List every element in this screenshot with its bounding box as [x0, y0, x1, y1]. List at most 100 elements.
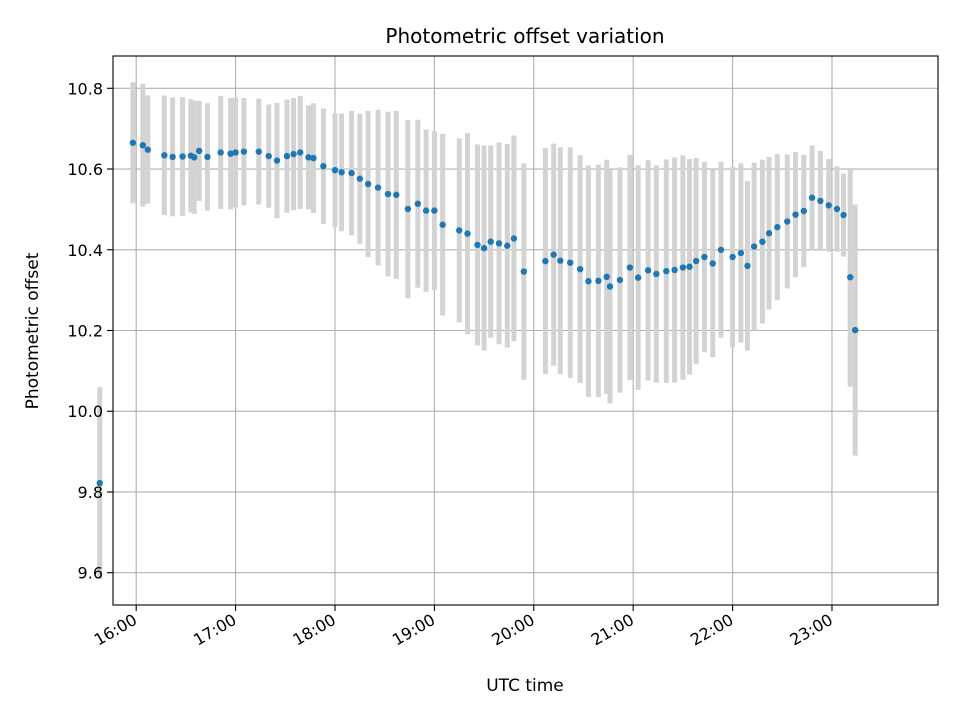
y-tick-label: 10.6	[67, 160, 103, 179]
data-point	[603, 273, 610, 281]
data-point	[774, 223, 781, 231]
data-point	[204, 153, 211, 161]
data-point	[585, 278, 592, 285]
x-axis-ticks: 16:00 17:00 18:00 19:00 20:00 21:00 22:00 23:00	[91, 605, 836, 650]
x-tick-label: 17:00	[190, 610, 239, 650]
data-point	[510, 235, 518, 242]
data-point	[393, 191, 400, 199]
data-point	[729, 253, 736, 261]
data-point	[701, 253, 708, 261]
data-point	[217, 149, 224, 156]
data-point	[422, 207, 430, 214]
data-point	[833, 205, 841, 213]
data-point	[456, 227, 463, 234]
data-point	[851, 326, 859, 334]
data-point	[686, 263, 693, 270]
chart-title: Photometric offset variation	[385, 24, 664, 48]
data-point	[606, 283, 614, 290]
data-point	[692, 257, 700, 265]
y-tick-label: 10.8	[67, 79, 103, 98]
data-point	[817, 197, 824, 205]
data-point	[384, 190, 392, 198]
data-point	[364, 180, 372, 188]
data-point	[179, 153, 186, 160]
data-point	[808, 194, 816, 201]
data-point	[195, 147, 203, 155]
x-tick-label: 22:00	[687, 610, 736, 650]
data-point	[557, 257, 564, 264]
x-tick-label: 20:00	[488, 610, 537, 650]
data-point	[737, 249, 745, 257]
data-point	[404, 205, 412, 213]
data-point	[273, 157, 281, 164]
data-point	[653, 270, 660, 278]
data-point	[576, 265, 584, 273]
data-point	[474, 241, 481, 249]
data-point	[644, 267, 652, 274]
data-point	[464, 230, 471, 237]
data-point	[542, 257, 549, 265]
data-point	[550, 251, 557, 258]
data-point	[567, 259, 574, 266]
data-point	[356, 175, 364, 182]
data-point	[348, 169, 355, 177]
data-point	[338, 169, 345, 176]
data-point	[800, 207, 808, 215]
x-tick-label: 16:00	[91, 610, 140, 650]
data-point	[595, 277, 602, 285]
data-point	[144, 146, 151, 153]
data-point	[626, 264, 634, 271]
data-point	[825, 202, 832, 209]
data-point	[520, 268, 528, 275]
x-tick-label: 19:00	[389, 610, 438, 650]
data-point	[283, 152, 291, 160]
x-tick-label: 23:00	[787, 610, 836, 650]
data-point	[240, 148, 248, 155]
data-point	[190, 154, 198, 161]
y-tick-label: 10.0	[67, 402, 103, 421]
data-point	[634, 274, 642, 281]
data-point	[129, 139, 137, 146]
data-point	[717, 246, 725, 253]
data-point	[96, 479, 103, 487]
data-point	[709, 260, 716, 267]
data-point	[487, 238, 494, 245]
data-point	[616, 276, 624, 284]
data-point	[414, 200, 422, 207]
data-point	[431, 207, 438, 214]
data-point	[320, 163, 327, 170]
y-axis-label: Photometric offset	[23, 252, 43, 409]
data-point	[846, 274, 854, 281]
data-point	[161, 152, 168, 159]
data-point	[331, 167, 339, 174]
data-point	[759, 238, 766, 245]
data-point	[480, 244, 488, 252]
x-tick-label: 18:00	[290, 610, 339, 650]
data-point	[305, 154, 312, 161]
data-point	[290, 150, 297, 158]
data-point	[744, 262, 751, 270]
x-axis-label: UTC time	[486, 676, 564, 696]
data-point	[840, 211, 847, 219]
data-point	[169, 153, 176, 161]
data-point	[504, 242, 511, 249]
y-tick-label: 10.2	[67, 322, 103, 341]
data-point	[784, 218, 791, 225]
data-point	[671, 266, 678, 274]
data-point	[310, 154, 317, 162]
data-point	[232, 149, 239, 156]
data-point	[296, 149, 304, 156]
data-point	[139, 142, 147, 149]
y-tick-label: 9.8	[78, 483, 103, 502]
data-point	[792, 211, 799, 218]
data-points	[96, 139, 859, 487]
data-point	[255, 148, 262, 155]
y-tick-label: 10.4	[67, 241, 103, 260]
x-tick-label: 21:00	[588, 610, 637, 650]
data-point	[679, 264, 687, 271]
data-point	[663, 267, 670, 275]
data-point	[374, 184, 382, 191]
y-axis-ticks: 9.6 9.8 10.0 10.2 10.4 10.6 10.8	[67, 79, 113, 583]
data-point	[495, 240, 503, 247]
